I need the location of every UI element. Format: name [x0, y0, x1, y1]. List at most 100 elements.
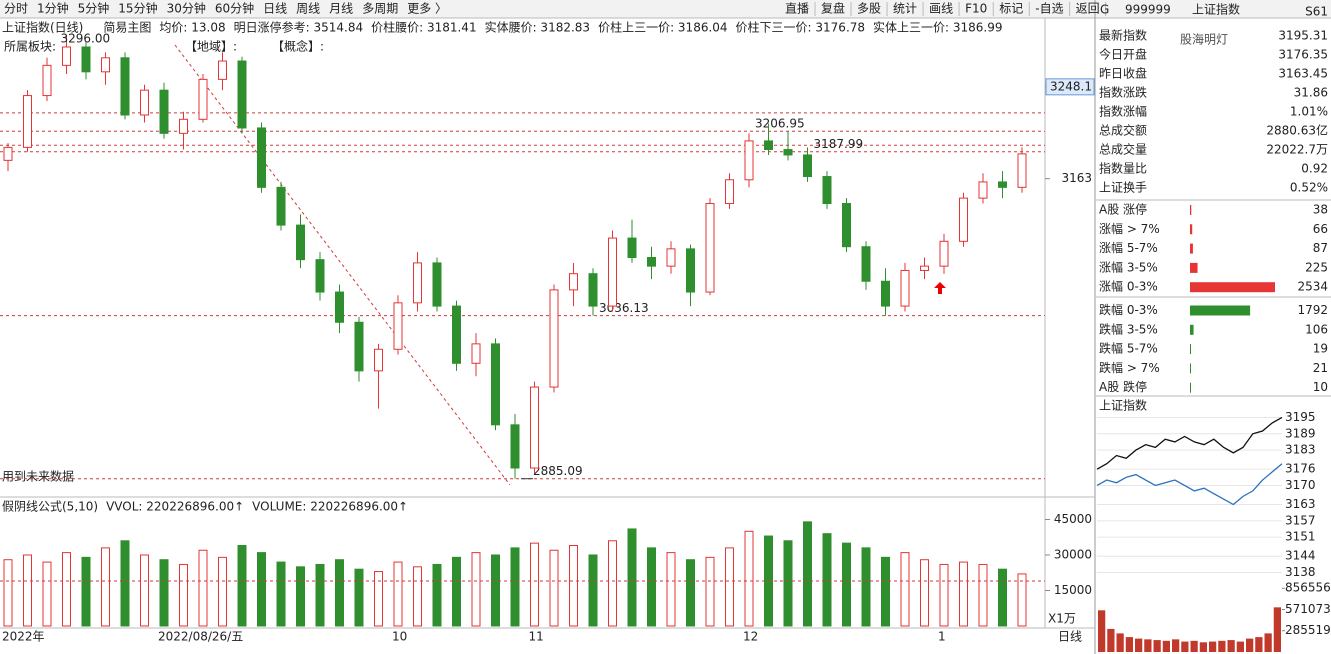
mini-tick-label: 3170: [1285, 478, 1316, 492]
header-stat: 价柱下三一价: 3176.78: [736, 20, 865, 35]
candle-body: [159, 89, 169, 134]
header-stat: 价柱上三一价: 3186.04: [598, 20, 727, 35]
candle-body: [705, 203, 715, 293]
toolbar-tab[interactable]: 5分钟: [78, 1, 110, 16]
breadth-count: 106: [1305, 322, 1328, 336]
toolbar-tab[interactable]: 日线: [263, 2, 287, 16]
breadth-bar: [1190, 282, 1275, 293]
quote-value: 22022.7万: [1266, 143, 1328, 157]
volume-bar: [510, 547, 520, 627]
candle-body: [354, 321, 364, 372]
toolbar-button[interactable]: 直播: [785, 2, 809, 16]
volume-bar: [218, 556, 227, 627]
candle-body: [276, 186, 286, 226]
breadth-label: 涨幅 5-7%: [1099, 240, 1158, 255]
breadth-bar: [1190, 363, 1191, 374]
candle-body: [62, 46, 71, 66]
quote-label: 总成交量: [1099, 142, 1147, 157]
y-tick-label: 3248.1: [1050, 79, 1092, 93]
candle-body: [335, 291, 344, 323]
breadth-count: 38: [1313, 203, 1328, 217]
candle-body: [588, 273, 598, 307]
breadth-label: 跌幅 5-7%: [1099, 341, 1158, 356]
candle-body: [237, 60, 247, 129]
header-stat: 实体上三一价: 3186.99: [873, 20, 1002, 35]
breadth-label: 跌幅 > 7%: [1099, 360, 1160, 375]
volume-bar: [140, 554, 149, 627]
mini-volume-bar: [1190, 640, 1198, 652]
volume-bar: [686, 559, 695, 627]
volume-bar: [569, 545, 578, 627]
candle-body: [900, 269, 910, 307]
volume-bar: [725, 547, 734, 627]
candle-body: [978, 181, 988, 199]
candle-body: [218, 60, 227, 80]
volume-bar: [627, 528, 637, 627]
toolbar-tab[interactable]: 60分钟: [215, 1, 254, 16]
mini-tick-label: 571073: [1285, 602, 1331, 616]
y-tick-label: 30000: [1054, 547, 1092, 561]
toolbar-button[interactable]: F10: [965, 2, 987, 16]
breadth-bar: [1190, 344, 1191, 355]
quote-value: 2880.63亿: [1266, 123, 1328, 138]
toolbar-button[interactable]: 标记: [999, 2, 1023, 16]
header-stat: 实体腰价: 3182.83: [485, 20, 590, 35]
toolbar-tab[interactable]: 更多 〉: [407, 2, 447, 16]
volume-bar: [1017, 573, 1027, 627]
watermark: 股海明灯: [1180, 32, 1228, 47]
mini-volume-bar: [1125, 637, 1133, 652]
mini-volume-bar: [1116, 633, 1124, 652]
volume-bar: [978, 563, 988, 627]
volume-bar: [3, 559, 13, 627]
sector-tag: 所属板块:: [4, 40, 56, 54]
toolbar-bg: [0, 0, 1331, 18]
volume-bar: [432, 563, 442, 627]
toolbar-tab[interactable]: 月线: [329, 2, 353, 16]
volume-bar: [803, 521, 812, 627]
toolbar-tab[interactable]: 30分钟: [167, 1, 206, 16]
header-stat: 均价: 13.08: [159, 21, 225, 35]
toolbar-button[interactable]: 画线: [929, 2, 953, 16]
breadth-count: 87: [1313, 241, 1328, 255]
mini-volume-bar: [1144, 639, 1152, 652]
toolbar-tab[interactable]: 15分钟: [118, 1, 157, 16]
breadth-label: 涨幅 0-3%: [1099, 279, 1158, 294]
mini-volume-bar: [1098, 610, 1106, 652]
candle-body: [1017, 153, 1027, 188]
volume-bar: [471, 552, 481, 627]
toolbar-tab[interactable]: 多周期: [362, 2, 398, 16]
volume-bar: [783, 540, 793, 627]
volume-bar: [101, 547, 110, 627]
volume-bar: [120, 540, 130, 627]
breadth-bar: [1190, 243, 1193, 254]
mini-volume-bar: [1199, 642, 1207, 652]
toolbar-tab[interactable]: 分时: [4, 2, 28, 16]
x-tick-label: 11: [529, 630, 544, 644]
candle-body: [725, 179, 734, 205]
quote-label: 上证换手: [1099, 181, 1147, 195]
mini-tick-label: 3183: [1285, 443, 1316, 457]
candle-body: [881, 280, 890, 307]
volume-title: 假阴线公式(5,10): [2, 500, 98, 514]
quote-value: 3163.45: [1278, 67, 1328, 81]
quote-label: 今日开盘: [1099, 47, 1147, 62]
volume-bar: [491, 554, 500, 627]
x-tick-label: 2022年: [2, 630, 45, 644]
toolbar-button[interactable]: 复盘: [821, 1, 845, 16]
toolbar-button[interactable]: 统计: [893, 2, 917, 16]
x-tick-label: 2022/08/26/五: [158, 630, 243, 644]
toolbar-tab[interactable]: 周线: [296, 2, 320, 16]
quote-label: 总成交额: [1099, 123, 1147, 138]
candle-body: [101, 57, 110, 73]
toolbar-button[interactable]: -自选: [1035, 2, 1063, 16]
volume-bar: [276, 561, 286, 627]
main-indicator[interactable]: 简易主图: [103, 21, 151, 35]
breadth-count: 2534: [1297, 280, 1328, 294]
volume-bar: [296, 566, 305, 627]
toolbar-tab[interactable]: 1分钟: [37, 1, 69, 16]
volume-bar: [179, 563, 188, 627]
volume-bar: [881, 556, 890, 627]
toolbar-button[interactable]: 返回: [1076, 2, 1100, 16]
toolbar-button[interactable]: 多股: [857, 2, 881, 16]
volume-bar: [62, 552, 71, 627]
